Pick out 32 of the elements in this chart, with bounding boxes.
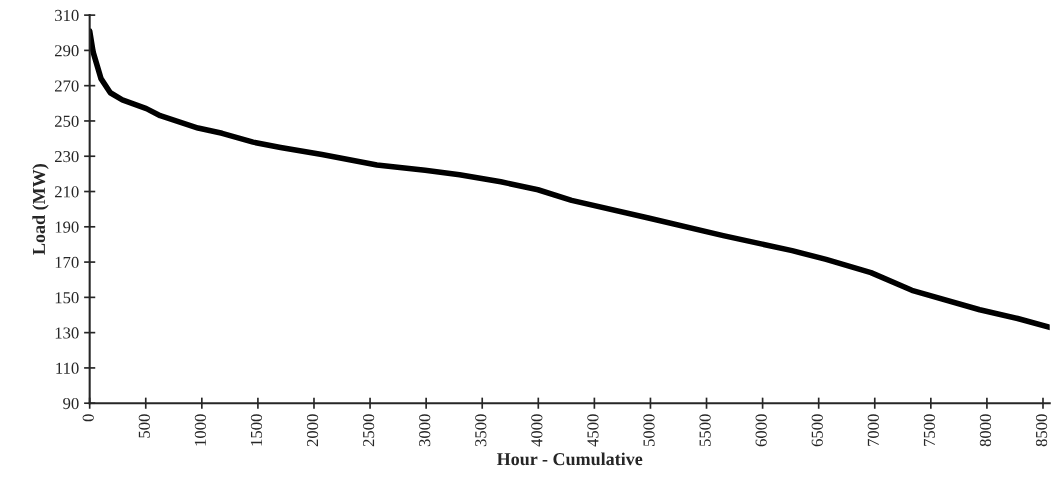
- x-tick-label: 5500: [699, 414, 711, 446]
- y-tick-label: 310: [55, 9, 79, 22]
- x-tick-label: 2000: [306, 414, 319, 447]
- x-tick-label: 6500: [811, 414, 823, 447]
- x-axis-title: Hour - Cumulative: [496, 452, 643, 466]
- x-tick-label: 8500: [1035, 414, 1048, 447]
- y-tick-label: 90: [63, 397, 79, 410]
- x-tick-label: 8000: [979, 414, 992, 447]
- x-tick-label: 4500: [587, 414, 599, 447]
- x-tick-label: 500: [138, 414, 150, 438]
- y-tick-label: 210: [54, 186, 79, 198]
- x-tick-label: 2500: [362, 414, 375, 447]
- x-tick-label: 1500: [250, 414, 263, 446]
- y-axis-title: Load (MW): [32, 164, 49, 255]
- y-tick-label: 110: [56, 362, 79, 374]
- x-tick-label: 3000: [419, 414, 431, 447]
- y-tick-label: 150: [55, 292, 79, 304]
- y-tick-label: 250: [54, 115, 79, 127]
- y-tick-label: 190: [55, 221, 79, 233]
- x-tick-label: 7000: [867, 414, 879, 446]
- y-tick-label: 290: [54, 45, 79, 57]
- x-tick-label: 5000: [643, 414, 655, 446]
- x-tick-label: 1000: [194, 414, 206, 446]
- x-tick-label: 6000: [755, 414, 767, 447]
- x-tick-label: 7500: [923, 414, 936, 446]
- x-tick-label: 0: [82, 414, 94, 422]
- y-tick-label: 270: [54, 80, 79, 92]
- y-tick-label: 130: [55, 327, 79, 339]
- x-tick-label: 3500: [475, 414, 487, 447]
- y-tick-label: 230: [54, 150, 79, 163]
- y-tick-label: 170: [55, 256, 79, 269]
- x-tick-label: 4000: [531, 414, 543, 447]
